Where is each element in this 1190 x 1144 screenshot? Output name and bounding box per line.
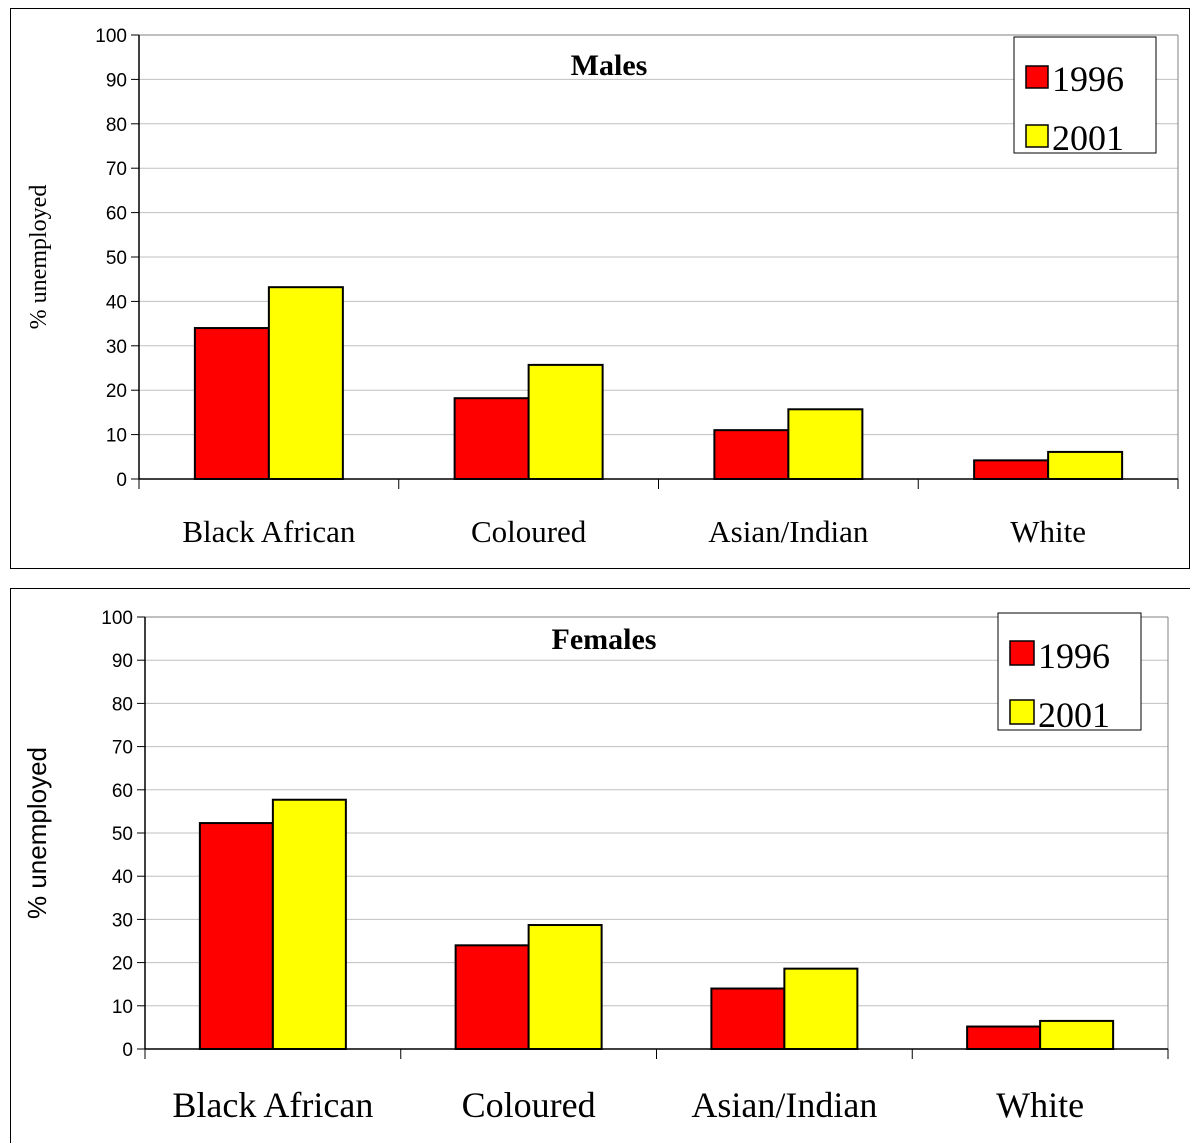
- females-bar-2001: [527, 924, 603, 1050]
- males-category-label: Black African: [182, 514, 356, 549]
- females-y-tick-label: 100: [101, 608, 133, 629]
- females-bar-1996: [454, 944, 530, 1051]
- males-y-tick-label: 60: [106, 204, 127, 225]
- males-y-tick-label: 0: [116, 470, 127, 491]
- males-y-tick-label: 100: [95, 26, 127, 47]
- females-bar-1996: [966, 1025, 1042, 1051]
- females-y-tick-label: 20: [112, 954, 133, 975]
- females-legend-label-1996: 1996: [1038, 636, 1110, 676]
- females-bar-2001: [1039, 1019, 1115, 1051]
- males-y-tick-label: 20: [106, 381, 127, 402]
- females-legend-swatch-1996: [1009, 640, 1035, 666]
- males-legend-label-2001: 2001: [1052, 118, 1124, 158]
- males-bar-1996: [973, 459, 1050, 480]
- males-y-tick-label: 80: [106, 115, 127, 136]
- females-y-tick-label: 50: [112, 824, 133, 845]
- females-legend-swatch-2001: [1009, 699, 1035, 725]
- males-y-tick-label: 70: [106, 159, 127, 180]
- females-legend-label-2001: 2001: [1038, 695, 1110, 735]
- females-y-tick-label: 0: [122, 1040, 133, 1061]
- females-category-label: Black African: [172, 1085, 373, 1125]
- males-bar-2001: [527, 363, 604, 480]
- males-category-label: Coloured: [471, 514, 587, 549]
- males-category-label: White: [1010, 514, 1086, 549]
- females-bar-2001: [271, 798, 347, 1050]
- males-y-axis-label: % unemployed: [26, 185, 52, 330]
- females-y-tick-label: 10: [112, 997, 133, 1018]
- females-category-label: Coloured: [462, 1085, 596, 1125]
- females-y-tick-label: 40: [112, 867, 133, 888]
- males-bar-1996: [193, 327, 270, 481]
- males-chart-title: Males: [571, 49, 648, 82]
- males-y-tick-label: 90: [106, 70, 127, 91]
- females-y-tick-label: 60: [112, 781, 133, 802]
- males-bar-2001: [787, 408, 864, 480]
- males-bar-1996: [453, 397, 530, 480]
- females-y-tick-label: 80: [112, 694, 133, 715]
- males-bar-2001: [1047, 450, 1124, 480]
- males-y-tick-label: 50: [106, 248, 127, 269]
- females-y-axis-label: % unemployed: [22, 747, 52, 919]
- females-chart-title: Females: [552, 623, 657, 656]
- males-y-tick-label: 10: [106, 426, 127, 447]
- females-bar-2001: [783, 967, 859, 1051]
- males-bar-1996: [713, 429, 790, 481]
- males-chart: 0 10 20 30 40 50 60 70 80 90 100 Black African Colou…: [10, 8, 1190, 569]
- females-category-label: Asian/Indian: [691, 1085, 877, 1125]
- females-y-tick-label: 90: [112, 651, 133, 672]
- males-y-tick-label: 40: [106, 292, 127, 313]
- males-category-label: Asian/Indian: [708, 514, 869, 549]
- females-chart-svg: 0 10 20 30 40 50 60 70 80 90 100 Black African Colou…: [22, 608, 1169, 1125]
- males-bar-2001: [267, 286, 344, 480]
- females-bar-1996: [198, 822, 274, 1050]
- males-y-tick-label: 30: [106, 337, 127, 358]
- females-y-tick-label: 70: [112, 738, 133, 759]
- females-category-label: White: [996, 1085, 1084, 1125]
- males-legend-swatch-1996: [1025, 65, 1049, 89]
- females-chart: 0 10 20 30 40 50 60 70 80 90 100 Black African Colou…: [10, 588, 1190, 1143]
- males-legend-swatch-2001: [1025, 124, 1049, 148]
- females-bar-1996: [710, 987, 786, 1050]
- males-chart-svg: 0 10 20 30 40 50 60 70 80 90 100 Black African Colou…: [26, 26, 1179, 549]
- males-legend-label-1996: 1996: [1052, 59, 1124, 99]
- females-y-tick-label: 30: [112, 910, 133, 931]
